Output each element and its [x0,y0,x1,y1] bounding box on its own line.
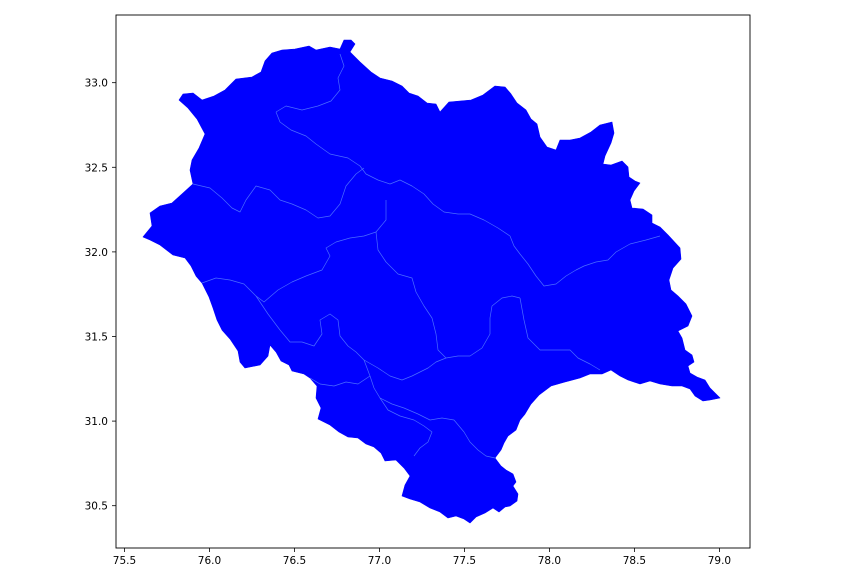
y-tick-label: 30.5 [85,501,108,513]
district-boundary [255,295,433,457]
district-boundary [201,200,387,303]
x-axis: 75.5 76.0 76.5 77.0 77.5 78.0 78.5 79.0 [113,548,731,567]
x-tick-label: 78.5 [623,555,646,567]
x-tick-label: 79.0 [708,555,731,567]
y-tick-label: 31.5 [85,331,108,343]
x-tick-label: 77.5 [453,555,476,567]
y-tick-label: 32.0 [85,247,108,259]
district-boundary [379,397,496,459]
district-boundary [363,357,447,381]
y-tick-label: 32.5 [85,162,108,174]
district-boundary [375,231,521,359]
y-tick-label: 33.0 [85,78,108,90]
state-region [142,39,721,524]
x-tick-label: 78.0 [538,555,561,567]
y-axis: 30.5 31.0 31.5 32.0 32.5 33.0 [85,78,116,513]
x-tick-label: 76.5 [283,555,306,567]
x-tick-label: 77.0 [368,555,391,567]
district-boundary [192,167,365,219]
x-tick-label: 76.0 [198,555,221,567]
district-boundary [519,297,601,371]
district-boundary [275,53,345,113]
state-map [142,39,721,524]
x-tick-label: 75.5 [113,555,136,567]
district-boundary [309,375,371,387]
axes-frame [115,14,751,549]
y-tick-label: 31.0 [85,416,108,428]
district-boundary [275,111,661,287]
